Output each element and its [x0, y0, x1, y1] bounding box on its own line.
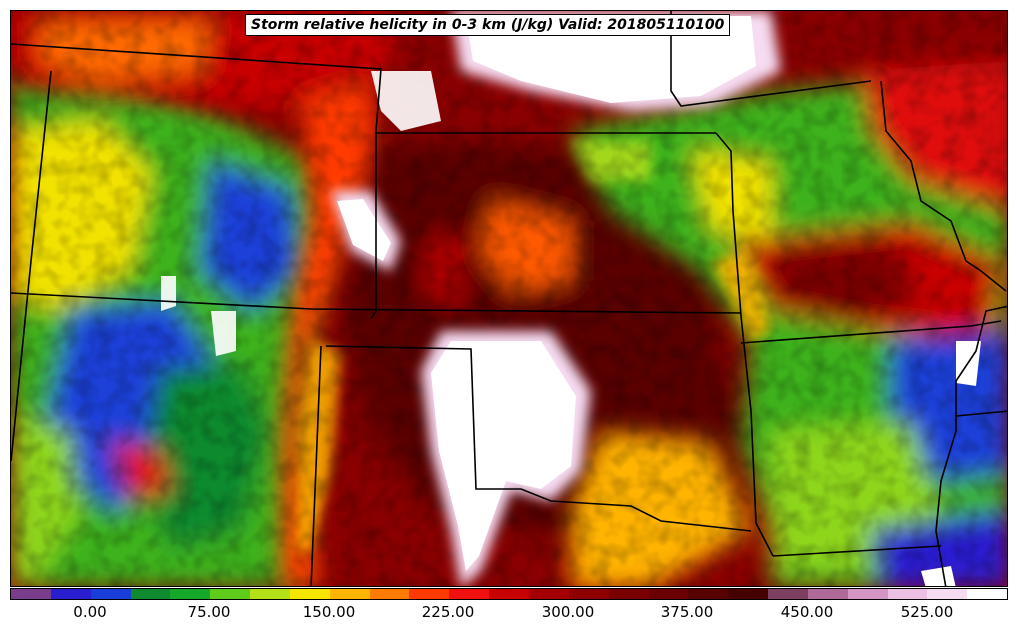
colorbar-cell	[768, 589, 808, 599]
border-kansas-missouri	[715, 132, 742, 317]
field-texture	[11, 11, 1007, 586]
border-colorado-new-mexico	[11, 292, 742, 314]
colorbar-cell	[847, 589, 888, 599]
colorbar-cell	[369, 589, 410, 599]
colorbar	[10, 588, 1008, 600]
helicity-map	[10, 10, 1008, 587]
colorbar-cell	[50, 589, 91, 599]
colorbar-cell	[927, 589, 968, 599]
colorbar-cell	[449, 589, 490, 599]
colorbar-tick-label: 300.00	[541, 603, 595, 621]
border-north-west	[11, 43, 382, 70]
colorbar-cell	[329, 589, 370, 599]
border-new-mexico-texas	[310, 345, 322, 586]
border-arkansas-east	[935, 305, 1007, 586]
map-title: Storm relative helicity in 0-3 km (J/kg)…	[245, 14, 731, 36]
border-nebraska-iowa	[670, 11, 872, 107]
colorbar-cell	[648, 589, 689, 599]
colorbar-tick-label: 375.00	[660, 603, 714, 621]
colorbar-tick-label: 0.00	[73, 603, 107, 621]
border-mississippi-river	[880, 80, 1007, 292]
colorbar-cell	[807, 589, 848, 599]
colorbar-cell	[528, 589, 569, 599]
field-extreme-values	[161, 11, 981, 586]
colorbar-tick-label: 75.00	[187, 603, 231, 621]
colorbar-cell	[568, 589, 609, 599]
border-utah-nevada	[11, 70, 52, 462]
state-boundaries	[11, 11, 1007, 586]
colorbar-cell	[11, 589, 51, 599]
border-colorado-kansas-west	[370, 68, 382, 320]
colorbar-tick-label: 150.00	[302, 603, 356, 621]
colorbar-cell	[409, 589, 450, 599]
colorbar-cell	[289, 589, 330, 599]
colorbar-cell	[90, 589, 131, 599]
colorbar-tick-label: 525.00	[900, 603, 954, 621]
colorbar-cell	[608, 589, 649, 599]
border-texas-louisiana	[772, 545, 942, 557]
border-missouri-arkansas	[740, 320, 1002, 344]
colorbar-cell	[887, 589, 928, 599]
border-oklahoma-texas	[325, 345, 752, 532]
colorbar-cell	[130, 589, 171, 599]
colorbar-cell	[728, 589, 769, 599]
colorbar-cell	[489, 589, 529, 599]
colorbar-tick-labels: 0.00 75.00 150.00 225.00 300.00 375.00 450.00 5…	[0, 603, 1018, 625]
colorbar-cell	[170, 589, 211, 599]
border-louisiana	[955, 410, 1007, 417]
border-oklahoma-arkansas	[740, 315, 774, 557]
colorbar-tick-label: 450.00	[780, 603, 834, 621]
colorbar-tick-label: 225.00	[421, 603, 475, 621]
colorbar-cell	[210, 589, 251, 599]
colorbar-cell	[967, 589, 1008, 599]
colorbar-cell	[688, 589, 729, 599]
colorbar-cell	[250, 589, 290, 599]
map-canvas	[11, 11, 1007, 586]
